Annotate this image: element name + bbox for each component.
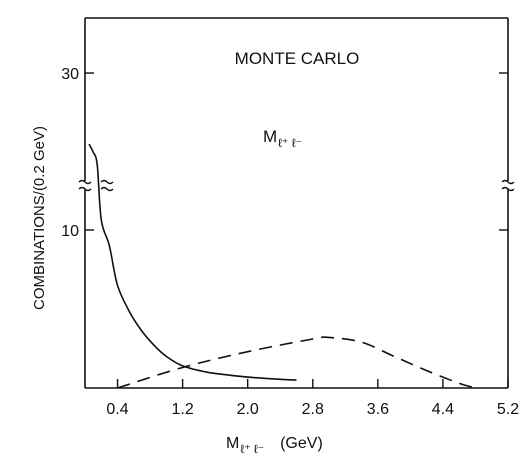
y-axis-label: COMBINATIONS/(0.2 GeV)	[31, 126, 48, 310]
dashed-curve	[117, 336, 476, 389]
right-axis-break-mark-upper	[501, 179, 515, 185]
right-axis-break-gap	[502, 181, 514, 189]
curve-break-gap	[101, 181, 113, 189]
x-tick-label: 4.4	[432, 401, 454, 418]
chart-title: MONTE CARLO	[235, 49, 360, 68]
annotation-sub: ℓ⁺ ℓ⁻	[278, 136, 302, 150]
y-axis-ticks: 10 30	[61, 66, 508, 240]
right-axis-break-mark-lower	[501, 186, 515, 192]
x-tick-label: 2.0	[237, 401, 259, 418]
left-axis-break-gap	[80, 181, 92, 189]
x-tick-label: 3.6	[367, 401, 389, 418]
solid-curve	[88, 143, 297, 381]
x-axis-label-sub: ℓ⁺ ℓ⁻	[240, 442, 264, 456]
x-tick-label: 0.4	[106, 401, 128, 418]
y-tick-label: 10	[61, 223, 79, 240]
x-axis-label-unit: (GeV)	[280, 435, 323, 452]
x-axis-label: Mℓ⁺ ℓ⁻ (GeV)	[226, 435, 323, 456]
y-axis-break	[78, 179, 515, 192]
annotation-label: Mℓ⁺ ℓ⁻	[263, 127, 302, 150]
curve-break-mark-upper	[100, 179, 114, 185]
left-axis-break-mark-upper	[78, 179, 92, 185]
x-axis-ticks: 0.4 1.2 2.0 2.8 3.6 4.4 5.2	[106, 379, 519, 418]
annotation-main: M	[263, 127, 277, 146]
left-axis-break-mark-lower	[78, 186, 92, 192]
x-tick-label: 1.2	[171, 401, 193, 418]
curve-break-mark-lower	[100, 186, 114, 192]
x-tick-label: 2.8	[302, 401, 324, 418]
y-tick-label: 30	[61, 66, 79, 83]
x-tick-label: 5.2	[497, 401, 519, 418]
x-axis-label-main: M	[226, 435, 239, 452]
plot-frame	[84, 17, 509, 389]
